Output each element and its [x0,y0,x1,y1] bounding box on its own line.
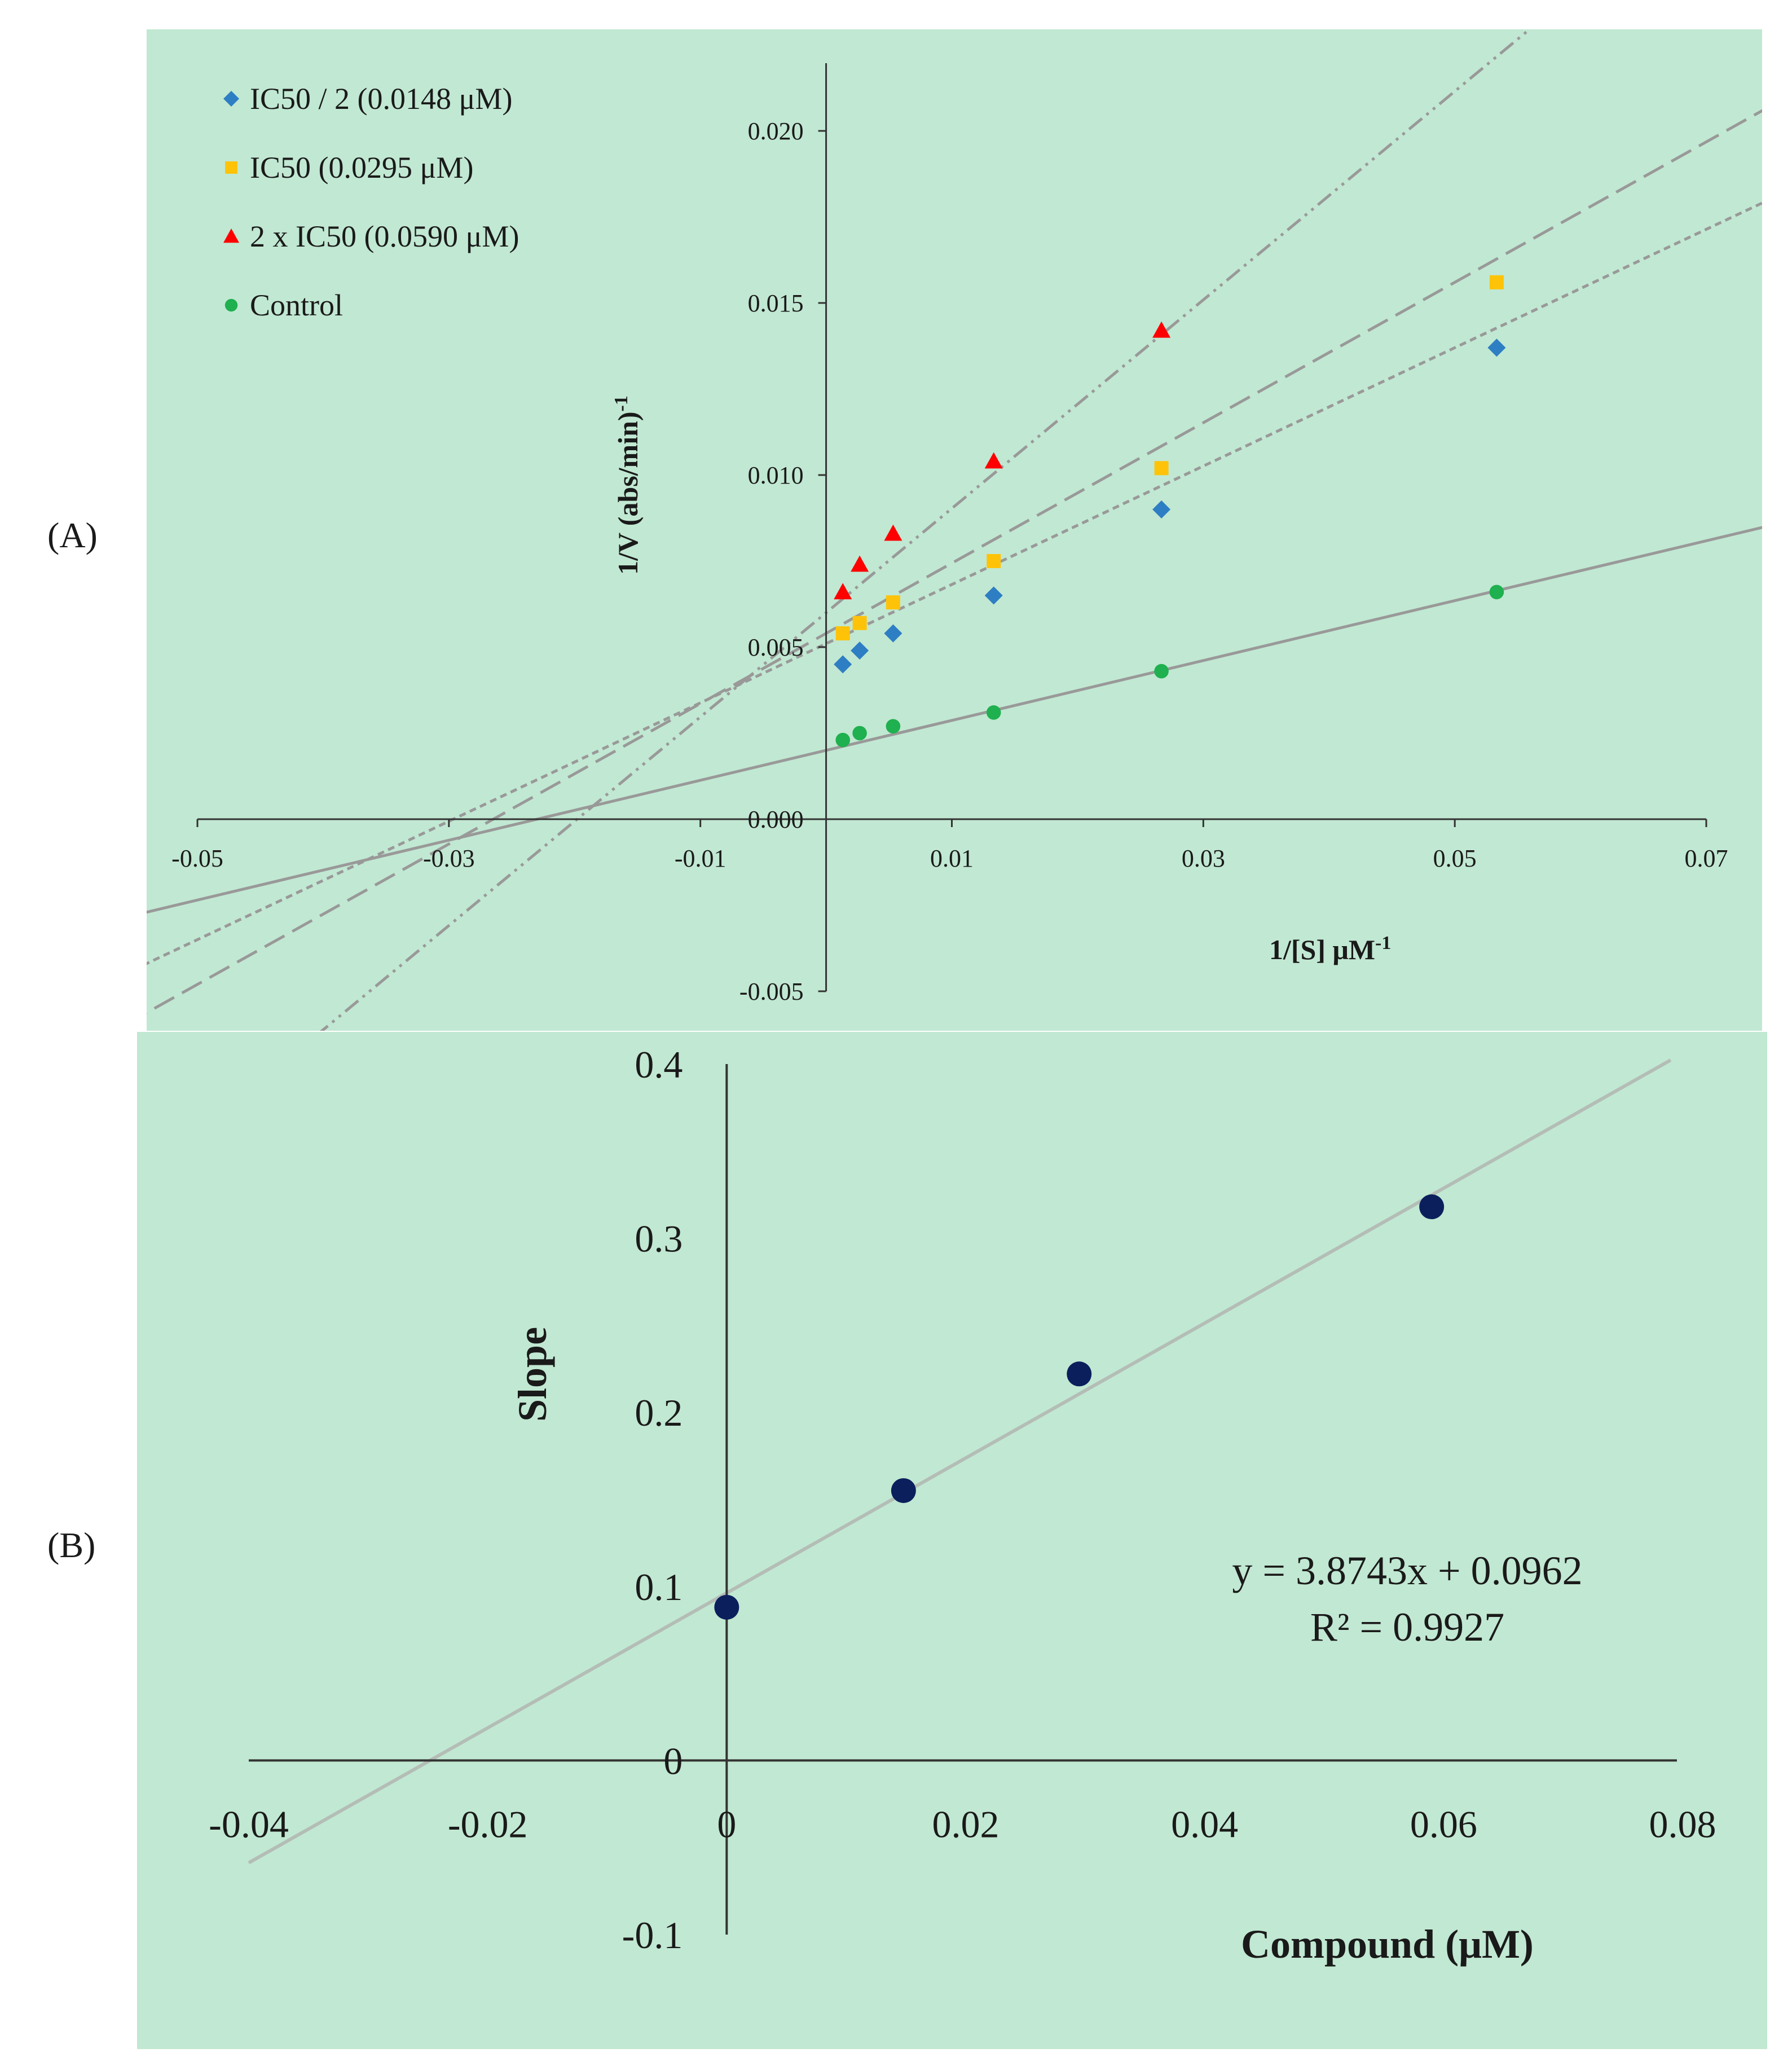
panel-b-label: (B) [47,1525,95,1565]
panel-b-chart: -0.04 -0.02 0 0.02 0.04 0.06 0.08 -0.1 0 0.1 0.2 0.… [137,1032,1767,2049]
fit-line [147,109,1762,1014]
x-tick-label: 0.03 [1182,845,1225,872]
y-tick-label: -0.005 [739,978,804,1005]
x-tick-label: -0.05 [171,845,223,872]
data-point [834,583,852,600]
y-tick-label: 0.015 [748,289,804,317]
data-point [851,555,869,572]
data-point [886,719,901,734]
panel-a-chart: -0.05 -0.03 -0.01 0.01 0.03 0.05 0.07 -0.005 0.0… [147,29,1762,1031]
legend-label: Control [250,288,343,322]
data-point [1487,339,1506,357]
x-axis-title: Compound (μM) [1241,1922,1534,1967]
x-tick-label: -0.04 [209,1803,289,1845]
data-point [984,586,1003,605]
fit-line [147,526,1762,914]
legend-marker [224,298,238,312]
legend-marker [225,161,237,174]
y-axis-title: 1/V (abs/min)-1 [611,395,644,575]
x-tick-label: -0.02 [448,1803,528,1845]
data-point [1152,321,1171,338]
data-point [1419,1194,1445,1220]
x-tick-label: -0.03 [423,845,475,872]
x-tick-label: -0.01 [675,845,727,872]
y-tick-label: 0 [663,1739,683,1782]
data-point [714,1594,739,1620]
data-point [835,732,851,748]
fit-line [147,201,1762,965]
x-tick-label: 0.01 [930,845,974,872]
y-tick-label: 0.3 [635,1218,683,1260]
data-point [884,624,902,643]
data-point [851,641,869,660]
y-tick-label: 0.2 [635,1391,683,1434]
panel-a-label: (A) [47,515,98,555]
data-point [1489,584,1504,600]
legend-label: IC50 / 2 (0.0148 μM) [250,82,512,116]
y-tick-label: 0.4 [635,1043,683,1086]
data-point [1154,461,1169,476]
x-tick-label: 0.08 [1649,1803,1716,1845]
data-point [891,1478,916,1504]
y-tick-label: 0.000 [748,806,804,833]
y-tick-label: 0.1 [635,1566,683,1608]
x-tick-label: 0.05 [1433,845,1477,872]
data-point [834,655,852,674]
r-squared-label: R² = 0.9927 [1310,1605,1504,1650]
x-tick-label: 0.06 [1410,1803,1477,1845]
y-tick-label: 0.020 [748,117,804,145]
data-point [1067,1361,1092,1387]
x-tick-label: 0.04 [1171,1803,1238,1845]
data-point [852,616,867,630]
legend-label: 2 x IC50 (0.0590 μM) [250,219,519,253]
legend-marker [223,228,239,243]
y-tick-label: -0.1 [622,1914,683,1957]
trendline-equation: y = 3.8743x + 0.0962 [1232,1548,1582,1593]
x-tick-label: 0 [717,1803,736,1845]
legend: IC50 / 2 (0.0148 μM) IC50 (0.0295 μM) 2 x … [223,82,519,322]
y-axis-title: Slope [510,1327,555,1422]
data-point [1489,275,1504,289]
data-point [886,595,900,610]
legend-label: IC50 (0.0295 μM) [250,151,473,184]
data-point [987,554,1001,568]
data-point [884,524,902,541]
data-point [852,726,867,741]
data-point [1152,500,1171,518]
trendline [248,1058,1672,1865]
x-axis-title: 1/[S] μM-1 [1269,933,1391,965]
panel-b-background [137,1032,1767,2049]
legend-marker [223,91,239,107]
data-point [984,452,1003,469]
data-point [986,705,1001,720]
y-tick-label: 0.005 [748,634,804,661]
x-tick-label: 0.07 [1685,845,1728,872]
data-point [835,626,850,641]
data-point [1154,663,1169,679]
y-tick-label: 0.010 [748,461,804,489]
x-tick-label: 0.02 [932,1803,1000,1845]
